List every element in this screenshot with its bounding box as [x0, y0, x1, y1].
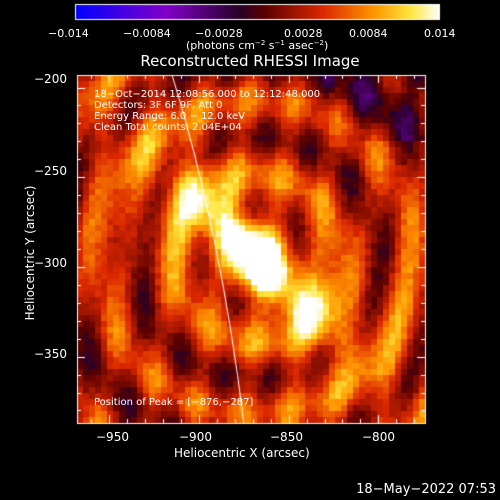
- colorbar-tick: −0.0028: [195, 27, 243, 40]
- colorbar-tick: 0.0028: [284, 27, 323, 40]
- footer-date: 18−May−2022 07:53: [356, 482, 496, 497]
- x-axis-label: Heliocentric X (arcsec): [174, 446, 310, 460]
- plot-title: Reconstructed RHESSI Image: [140, 52, 360, 70]
- colorbar-units: (photons cm−2 s−1 asec−2): [186, 39, 329, 52]
- y-tick-label: −350: [34, 347, 67, 361]
- y-axis-label: Heliocentric Y (arcsec): [23, 185, 37, 321]
- info-line-time: 18−Oct−2014 12:08:56.000 to 12:12:48.000: [94, 89, 321, 100]
- info-line-detectors: Detectors: 3F 6F 9F, Att 0: [94, 100, 223, 111]
- colorbar-tick: −0.014: [48, 27, 89, 40]
- x-tick-label: −800: [362, 430, 395, 444]
- y-tick-label: −300: [34, 256, 67, 270]
- x-tick-label: −900: [179, 430, 212, 444]
- colorbar-tick: −0.0084: [123, 27, 171, 40]
- y-tick-label: −200: [34, 72, 67, 86]
- colorbar-tick: 0.0084: [349, 27, 388, 40]
- colorbar-tick: 0.014: [424, 27, 456, 40]
- info-line-energy: Energy Range: 6.0 − 12.0 keV: [94, 111, 245, 122]
- x-tick-label: −850: [270, 430, 303, 444]
- info-line-counts: Clean Total counts: 2.04E+04: [94, 122, 242, 133]
- peak-position-label: Position of Peak = [−876,−287]: [94, 397, 254, 408]
- y-tick-label: −250: [34, 164, 67, 178]
- x-tick-label: −950: [96, 430, 129, 444]
